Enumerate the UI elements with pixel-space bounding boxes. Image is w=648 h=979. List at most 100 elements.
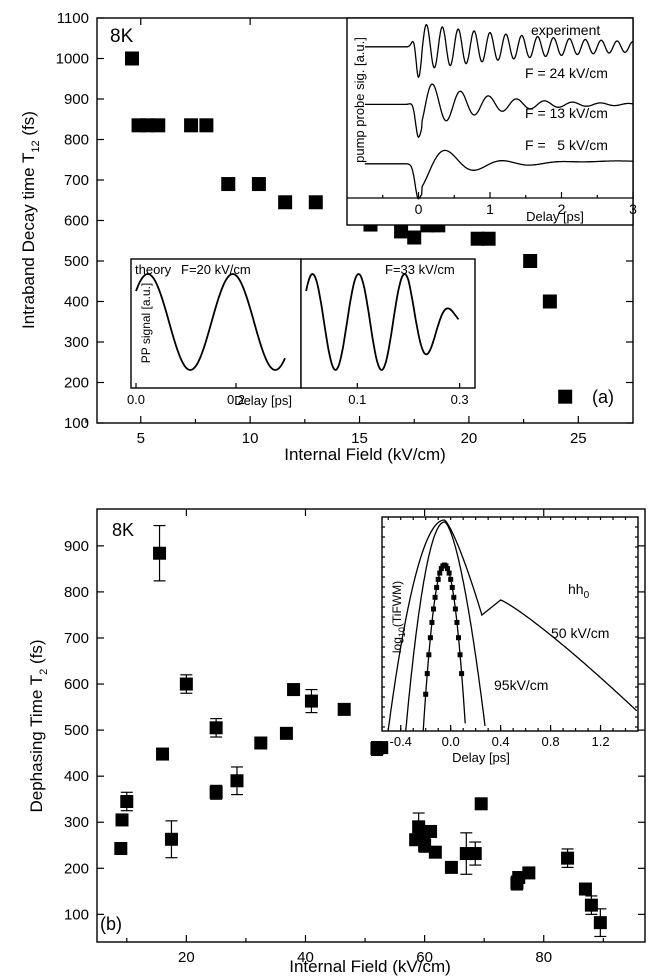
inset-dot (434, 584, 440, 590)
data-point (428, 845, 442, 859)
inset-dot (423, 691, 429, 697)
inset-dot (448, 576, 454, 582)
data-point (407, 230, 422, 245)
panel-a-ylabel: Intraband Decay time T12 (fs) (19, 111, 42, 329)
inset-dot (445, 566, 451, 572)
inset-experiment: 0 1 2 3 experiment F = 24 kV/cm F = 13 kV/c… (346, 17, 637, 226)
data-point (593, 916, 607, 930)
x-tick-label: 10 (242, 430, 259, 447)
y-tick-label: 800 (64, 584, 89, 601)
data-point (209, 721, 223, 735)
data-point (424, 824, 438, 838)
inset-theory-left-frame (130, 258, 302, 389)
y-tick-label: 100 (64, 415, 89, 432)
data-point (179, 677, 193, 691)
data-point (184, 118, 199, 133)
data-point (151, 118, 166, 133)
data-point (542, 294, 557, 309)
inset-experiment-curve-label-2: F = 13 kV/cm (525, 105, 608, 121)
inset-dot (427, 635, 433, 641)
data-point (156, 747, 170, 761)
inset-dot (432, 594, 438, 600)
y-tick-label: 300 (64, 334, 89, 351)
inset-dot (437, 570, 443, 576)
inset-theory-left-curve (135, 273, 286, 371)
inset-theory-right: 0.1 0.3 F=33 kV/cm (300, 258, 476, 407)
y-tick-label: 1100 (57, 10, 89, 27)
inset-dot (454, 619, 460, 625)
panel-b-ylabel-sub: 2 (38, 669, 50, 675)
inset-dot (455, 635, 461, 641)
data-point (337, 702, 351, 716)
inset-curve (364, 149, 633, 200)
panel-b-label: (b) (100, 914, 122, 934)
inset-dot (443, 563, 449, 569)
inset-x-tick-label: 2 (558, 201, 566, 217)
data-point (561, 851, 575, 865)
data-point (199, 118, 214, 133)
data-point (125, 51, 140, 66)
inset-curve (364, 83, 634, 139)
data-point (523, 254, 538, 268)
panel-a-temperature: 8K (110, 26, 134, 47)
data-point (375, 741, 389, 755)
inset-experiment-xlabel: Delay [ps] (526, 209, 584, 224)
y-tick-label: 900 (64, 91, 89, 108)
panel-b-ylabel-unit: (fs) (27, 639, 46, 668)
panel-a-xlabel: Internal Field (kV/cm) (284, 445, 446, 464)
theory-x-tick-label: 0.2 (227, 392, 245, 407)
data-point (278, 195, 293, 210)
x-tick-label: 20 (461, 430, 478, 447)
y-tick-label: 400 (64, 294, 89, 311)
y-tick-label: 700 (64, 630, 89, 647)
inset-tifwm-hh-main: hh (568, 581, 584, 597)
y-tick-label: 200 (64, 860, 89, 877)
data-point (394, 224, 409, 239)
x-tick-label: 25 (570, 430, 587, 447)
data-point (251, 177, 266, 192)
data-point (444, 860, 458, 874)
inset-dot (452, 606, 458, 612)
theory-x-tick-label: 0.0 (127, 392, 145, 407)
data-point (279, 726, 293, 740)
data-point (153, 546, 167, 560)
inset-tifwm-ylabel-rest: (TiFWM) (390, 581, 404, 627)
inset-theory-xlabel: Delay [ps] (234, 393, 292, 408)
inset-theory-right-frame (300, 258, 476, 389)
data-point (164, 832, 178, 846)
y-tick-label: 900 (64, 538, 89, 555)
data-point (470, 231, 485, 246)
panel-b-frame (96, 508, 646, 943)
y-tick-label: 600 (64, 213, 89, 230)
y-tick-label: 200 (64, 375, 89, 392)
inset-dot (435, 576, 441, 582)
panel-a: 5 10 15 20 251002003004005006007008009001000… (19, 10, 637, 464)
inset-dot (429, 619, 435, 625)
data-point (287, 683, 301, 697)
inset-tifwm-curve-50kv (387, 519, 638, 731)
inset-theory-right-ticks: 0.1 0.3 (348, 383, 469, 407)
panel-a-ylabel-main: Intraband Decay time T (19, 153, 38, 329)
data-point (584, 898, 598, 912)
inset-tifwm-ylabel: log10(TiFWM) (390, 581, 407, 653)
data-point (304, 694, 318, 708)
theory-x-tick-label: 0.3 (451, 392, 469, 407)
data-point (481, 231, 496, 246)
inset-experiment-curves (364, 23, 634, 200)
inset-experiment-curve-label-1: F = 24 kV/cm (525, 65, 608, 81)
data-point (115, 813, 129, 827)
inset-experiment-curve-label-3: F = 5 kV/cm (525, 137, 608, 153)
inset-dot (449, 584, 455, 590)
data-point (474, 797, 488, 811)
y-tick-label: 400 (64, 768, 89, 785)
inset-tifwm-label-95: 95kV/cm (494, 677, 548, 693)
data-point (418, 838, 432, 852)
theory-x-tick-label: 0.1 (348, 392, 366, 407)
inset-tifwm-label-50: 50 kV/cm (551, 625, 609, 641)
data-point (114, 841, 128, 855)
y-tick-label: 500 (64, 253, 89, 270)
data-point (140, 118, 155, 133)
data-point (578, 882, 592, 896)
